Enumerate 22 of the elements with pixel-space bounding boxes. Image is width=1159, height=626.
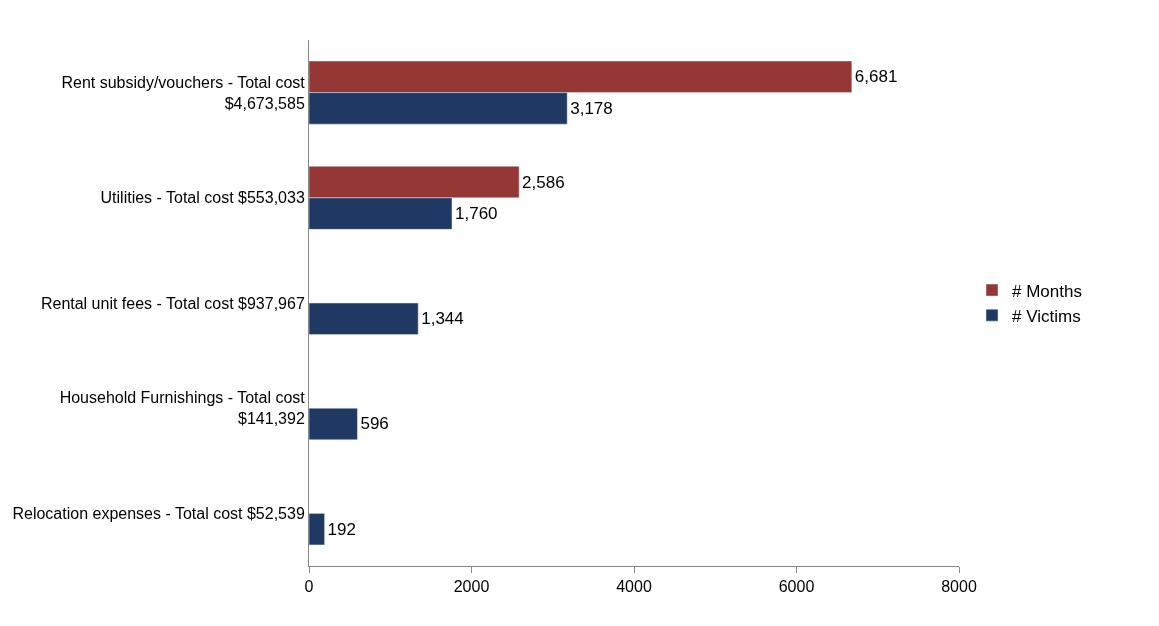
data-label: 192 — [327, 519, 356, 539]
x-tick-label: 2000 — [453, 578, 490, 596]
data-label: 3,178 — [570, 98, 613, 118]
data-label: 1,344 — [421, 309, 464, 329]
bar — [309, 302, 419, 335]
bar — [309, 513, 325, 546]
bar — [309, 407, 358, 441]
legend-label: # Months — [1012, 281, 1082, 301]
y-tick-label: Rent subsidy/vouchers - Total cost $4,673,585 — [61, 73, 306, 112]
data-label: 1,760 — [455, 204, 498, 224]
data-label: 2,586 — [522, 172, 565, 192]
y-tick-label: Utilities - Total cost $553,033 — [100, 189, 305, 207]
x-tick-label: 8000 — [941, 578, 977, 596]
data-label: 6,681 — [854, 67, 898, 87]
x-tick-label: 0 — [304, 578, 314, 596]
x-tick-label: 6000 — [778, 578, 815, 596]
y-tick-label: Rental unit fees - Total cost $937,967 — [40, 294, 305, 312]
y-tick-label: Household Furnishings - Total cost $141,392 — [59, 389, 306, 428]
legend-label: # Victims — [1012, 306, 1081, 326]
x-tick-label: 4000 — [616, 578, 652, 596]
data-label: 596 — [360, 414, 389, 434]
y-tick-label: Relocation expenses - Total cost $52,539 — [12, 505, 305, 522]
